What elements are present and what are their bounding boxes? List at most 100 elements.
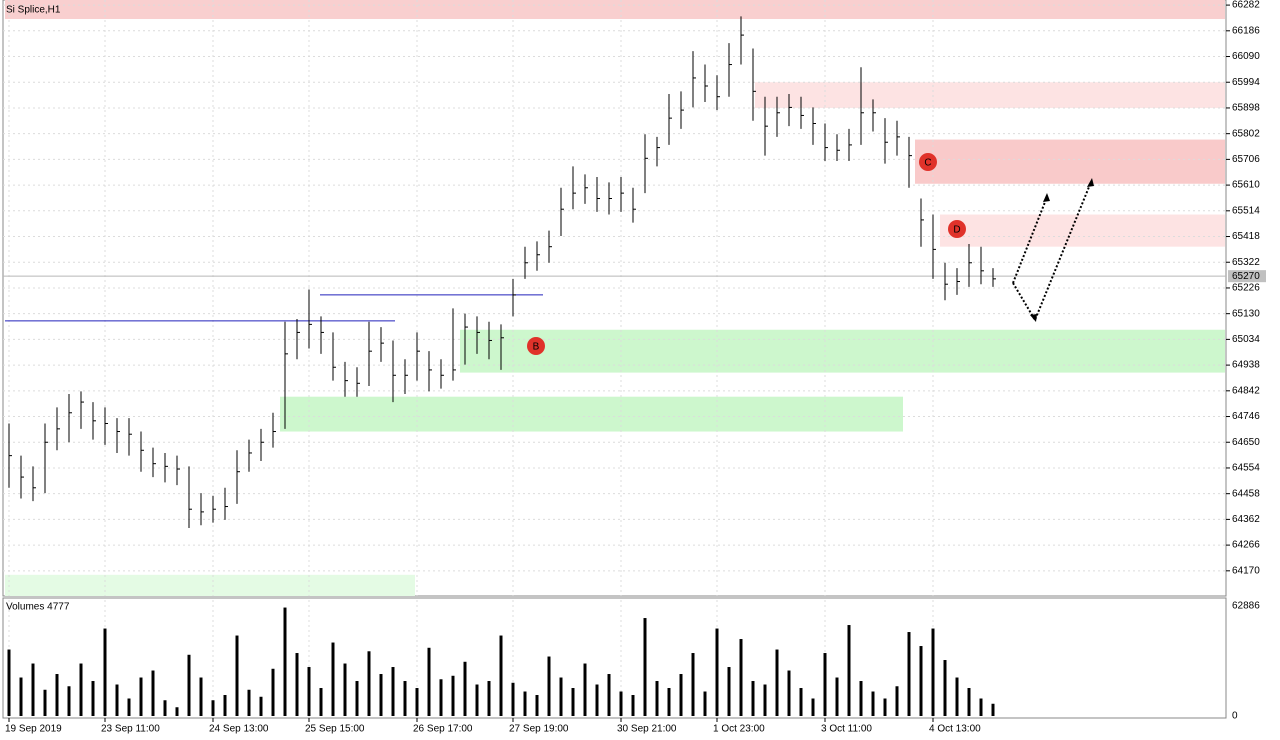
zone [915,139,1225,184]
volume-pane [2,597,1227,719]
volume-bar [367,651,371,716]
y-tick-label: 64554 [1232,463,1260,474]
volume-bar [343,663,347,716]
zone [940,214,1225,247]
volume-bar [259,696,263,716]
volume-bar [895,686,899,716]
y-tick-label: 64842 [1232,385,1260,396]
x-tick-label: 30 Sep 21:00 [617,724,677,735]
volume-bar [79,663,83,716]
volume-bar [91,681,95,716]
volume-bar [403,681,407,716]
y-tick-label: 65034 [1232,334,1260,345]
x-tick-label: 4 Oct 13:00 [929,724,981,735]
forecast-arrows [1012,178,1094,323]
volume-bar [955,677,959,716]
y-tick-label: 65514 [1232,205,1260,216]
volume-bar [655,681,659,716]
volume-bar [835,677,839,716]
volume-bar [175,707,179,716]
price-tag-label: 65270 [1232,271,1260,282]
volume-bar [859,681,863,716]
volume-bar [415,688,419,716]
volume-bar [127,698,131,716]
y-tick-label: 65898 [1232,103,1260,114]
zone [280,396,903,432]
y-tick-label: 64746 [1232,411,1260,422]
volume-bar [691,653,695,716]
volume-bar [463,661,467,716]
y-tick-label: 64458 [1232,488,1260,499]
y-tick-label: 64170 [1232,565,1260,576]
annotation-label: D [953,225,960,236]
volume-bar [883,698,887,716]
volume-bar [307,667,311,716]
y-tick-label: 64650 [1232,437,1260,448]
arrow [1012,196,1048,284]
volume-bar [199,677,203,716]
price-pane [2,0,1227,597]
volume-bar [223,695,227,716]
volume-bar [67,686,71,716]
volume-bar [211,700,215,716]
volume-bar [727,667,731,716]
volume-bar [43,689,47,716]
y-tick-label: 64362 [1232,514,1260,525]
arrow [1012,181,1092,323]
volume-bar [547,656,551,716]
volume-bar [559,677,563,716]
volume-title: Volumes 4777 [6,602,70,613]
volume-bar [295,653,299,716]
y-tick-label: 64938 [1232,360,1260,371]
volume-bar [667,688,671,716]
volume-bar [607,674,611,716]
y-tick-label: 65610 [1232,180,1260,191]
volume-bar [583,663,587,716]
zone [5,0,1225,20]
volume-bar [595,684,599,716]
volume-bar [871,691,875,716]
volume-bar [619,691,623,716]
volume-bar [499,635,503,716]
volume-bar [55,674,59,716]
volume-bar [187,654,191,716]
annotation-label: B [533,342,540,353]
arrow-head [1043,193,1050,202]
volume-bar [847,625,851,716]
y-tick-label: 66186 [1232,25,1260,36]
volume-bar [535,695,539,716]
x-tick-label: 23 Sep 11:00 [101,724,160,735]
volume-bar [439,679,443,716]
volume-bar [823,653,827,716]
volume-bar [931,628,935,716]
volume-bar [631,695,635,716]
volume-bar [391,667,395,716]
chart-title: Si Splice,H1 [6,5,61,16]
x-tick-label: 1 Oct 23:00 [713,724,765,735]
x-tick-label: 27 Sep 19:00 [509,724,569,735]
volume-bar [919,646,923,716]
volume-bar [139,677,143,716]
volume-bar [271,668,275,716]
x-tick-label: 3 Oct 11:00 [821,724,872,735]
annotation-marker [948,220,966,238]
volume-bar [427,647,431,716]
volume-bar [331,642,335,716]
x-tick-label: 24 Sep 13:00 [209,724,269,735]
y-tick-label: 65130 [1232,308,1260,319]
y-tick-label: 65802 [1232,128,1260,139]
y-tick-label: 65706 [1232,154,1260,165]
price-tag [1228,270,1266,283]
volume-bar [643,618,647,716]
volume-bar [715,628,719,716]
y-tick-label: 64266 [1232,540,1260,551]
volume-bar [31,663,35,716]
volume-bar [943,660,947,716]
y-tick-label: 65322 [1232,257,1260,268]
volume-bar [703,691,707,716]
volume-bar [115,684,119,716]
x-tick-label: 26 Sep 17:00 [413,724,473,735]
x-tick-label: 25 Sep 15:00 [305,724,365,735]
x-tick-label: 19 Sep 2019 [5,724,62,735]
y-tick-label: 65226 [1232,283,1260,294]
